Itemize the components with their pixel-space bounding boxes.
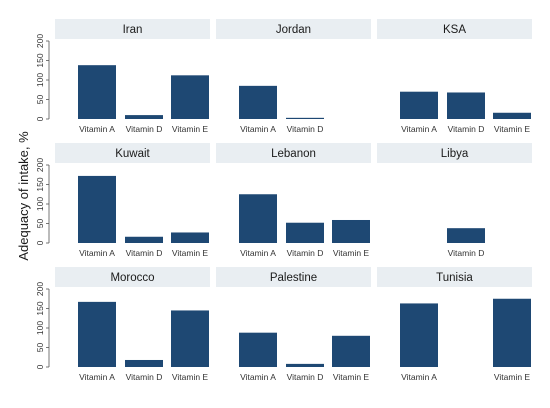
x-tick-label: Vitamin D xyxy=(287,124,324,134)
x-tick-label: Vitamin E xyxy=(494,372,531,382)
bar-morocco-vitamin-a xyxy=(78,301,116,367)
panel-lebanon: Lebanon Vitamin A Vitamin D Vitamin E xyxy=(216,143,371,258)
bar-lebanon-vitamin-a xyxy=(239,194,277,243)
y-tick-label: 50 xyxy=(35,219,45,229)
panel-strip-kuwait xyxy=(55,143,210,163)
x-tick-label: Vitamin D xyxy=(287,372,324,382)
panel-title-jordan: Jordan xyxy=(276,24,311,36)
panel-strip-palestine xyxy=(216,267,371,287)
x-tick-label: Vitamin E xyxy=(172,372,209,382)
y-tick-label: 0 xyxy=(35,240,45,245)
panel-strip-tunisia xyxy=(377,267,532,287)
x-tick-label: Vitamin A xyxy=(240,124,276,134)
bar-libya-vitamin-d xyxy=(447,228,485,243)
panel-strip-ksa xyxy=(377,19,532,39)
bar-tunisia-vitamin-e xyxy=(493,298,531,367)
panel-strip-jordan xyxy=(216,19,371,39)
panel-libya: Libya Vitamin D xyxy=(377,143,532,258)
bar-lebanon-vitamin-e xyxy=(332,219,370,243)
bar-kuwait-vitamin-d xyxy=(125,236,163,243)
panel-strip-iran xyxy=(55,19,210,39)
x-tick-label: Vitamin A xyxy=(401,372,437,382)
x-tick-label: Vitamin E xyxy=(172,124,209,134)
panel-title-morocco: Morocco xyxy=(110,272,154,284)
bar-jordan-vitamin-a xyxy=(239,85,277,119)
x-tick-label: Vitamin D xyxy=(448,248,485,258)
panel-title-kuwait: Kuwait xyxy=(115,148,150,160)
bar-kuwait-vitamin-a xyxy=(78,175,116,243)
x-tick-label: Vitamin A xyxy=(240,372,276,382)
bar-palestine-vitamin-a xyxy=(239,332,277,367)
x-tick-label: Vitamin A xyxy=(240,248,276,258)
x-tick-label: Vitamin A xyxy=(401,124,437,134)
y-tick-label: 100 xyxy=(35,73,45,87)
y-tick-label: 0 xyxy=(35,116,45,121)
panel-title-lebanon: Lebanon xyxy=(271,148,316,160)
y-tick-label: 200 xyxy=(35,158,45,172)
x-tick-label: Vitamin D xyxy=(287,248,324,258)
y-tick-label: 200 xyxy=(35,282,45,296)
panel-strip-morocco xyxy=(55,267,210,287)
bar-iran-vitamin-a xyxy=(78,65,116,119)
x-tick-label: Vitamin A xyxy=(79,124,115,134)
panels-group: Iran 0 50 100 150 200 Vitamin A Vitamin D Vitami… xyxy=(35,19,532,382)
bar-palestine-vitamin-e xyxy=(332,335,370,367)
panel-morocco: Morocco 0 50 100 150 200 Vitamin A Vitamin D Vit… xyxy=(35,267,210,382)
panel-title-libya: Libya xyxy=(441,148,469,160)
panel-ksa: KSA Vitamin A Vitamin D Vitamin E xyxy=(377,19,532,134)
bar-morocco-vitamin-e xyxy=(171,310,209,367)
bar-iran-vitamin-d xyxy=(125,115,163,119)
bar-iran-vitamin-e xyxy=(171,75,209,119)
panel-kuwait: Kuwait 0 50 100 150 200 Vitamin A Vitamin D Vita… xyxy=(35,143,210,258)
x-tick-label: Vitamin E xyxy=(172,248,209,258)
bar-lebanon-vitamin-d xyxy=(286,222,324,243)
y-axis-title: Adequacy of intake, % xyxy=(16,131,31,261)
x-tick-label: Vitamin E xyxy=(494,124,531,134)
bar-morocco-vitamin-d xyxy=(125,359,163,367)
panel-title-iran: Iran xyxy=(123,24,143,36)
panel-jordan: Jordan Vitamin A Vitamin D xyxy=(216,19,371,134)
bar-jordan-vitamin-d xyxy=(286,117,324,119)
panel-tunisia: Tunisia Vitamin A Vitamin E xyxy=(377,267,532,382)
panel-palestine: Palestine Vitamin A Vitamin D Vitamin E xyxy=(216,267,371,382)
y-tick-label: 200 xyxy=(35,34,45,48)
x-tick-label: Vitamin E xyxy=(333,372,370,382)
x-tick-label: Vitamin D xyxy=(448,124,485,134)
y-tick-label: 0 xyxy=(35,364,45,369)
x-tick-label: Vitamin D xyxy=(126,248,163,258)
panel-iran: Iran 0 50 100 150 200 Vitamin A Vitamin D Vitami… xyxy=(35,19,210,134)
panel-strip-libya xyxy=(377,143,532,163)
bar-ksa-vitamin-d xyxy=(447,92,485,119)
panel-title-palestine: Palestine xyxy=(270,272,317,284)
x-tick-label: Vitamin A xyxy=(79,372,115,382)
x-tick-label: Vitamin D xyxy=(126,372,163,382)
panel-title-ksa: KSA xyxy=(443,24,466,36)
y-tick-label: 150 xyxy=(35,53,45,67)
bar-ksa-vitamin-e xyxy=(493,112,531,119)
bar-kuwait-vitamin-e xyxy=(171,232,209,243)
panel-strip-lebanon xyxy=(216,143,371,163)
y-tick-label: 150 xyxy=(35,177,45,191)
y-tick-label: 100 xyxy=(35,321,45,335)
y-tick-label: 50 xyxy=(35,95,45,105)
panel-title-tunisia: Tunisia xyxy=(436,272,473,284)
x-tick-label: Vitamin D xyxy=(126,124,163,134)
y-tick-label: 50 xyxy=(35,343,45,353)
bar-tunisia-vitamin-a xyxy=(400,303,438,367)
y-tick-label: 100 xyxy=(35,197,45,211)
bar-ksa-vitamin-a xyxy=(400,91,438,119)
bar-palestine-vitamin-d xyxy=(286,363,324,367)
y-tick-label: 150 xyxy=(35,301,45,315)
x-tick-label: Vitamin A xyxy=(79,248,115,258)
x-tick-label: Vitamin E xyxy=(333,248,370,258)
